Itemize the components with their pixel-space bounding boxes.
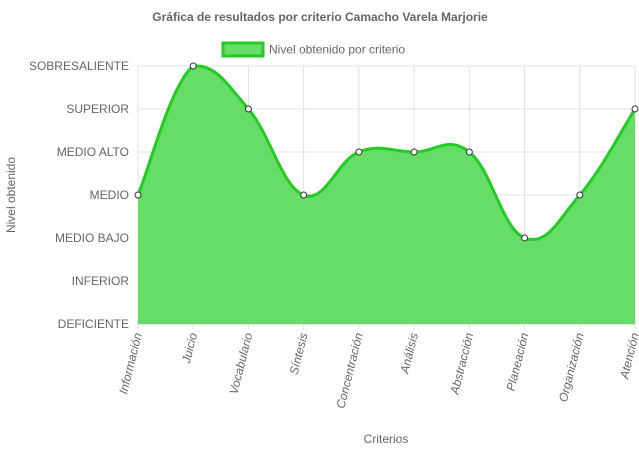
y-tick-label: SOBRESALIENTE <box>29 59 129 73</box>
x-tick-label: Planeación <box>504 331 532 392</box>
legend-label[interactable]: Nivel obtenido por criterio <box>269 43 405 57</box>
data-point[interactable] <box>134 191 142 199</box>
x-tick-label: Abstracción <box>447 331 476 397</box>
x-tick-label: Atención <box>617 331 639 381</box>
data-point[interactable] <box>355 148 363 156</box>
x-tick-label: Organización <box>556 331 587 403</box>
legend[interactable]: Nivel obtenido por criterio <box>221 41 405 58</box>
y-tick-label: MEDIO <box>90 188 129 202</box>
y-axis-title: Nivel obtenido <box>4 157 18 233</box>
legend-swatch[interactable] <box>221 41 265 58</box>
x-axis-title: Criterios <box>364 432 409 446</box>
data-point[interactable] <box>244 105 252 113</box>
data-point[interactable] <box>521 234 529 242</box>
y-tick-label: SUPERIOR <box>66 102 129 116</box>
y-tick-label: DEFICIENTE <box>58 317 129 331</box>
data-point[interactable] <box>300 191 308 199</box>
y-tick-label: MEDIO ALTO <box>57 145 129 159</box>
data-point[interactable] <box>410 148 418 156</box>
data-point[interactable] <box>631 105 639 113</box>
y-axis-ticks: DEFICIENTE INFERIOR MEDIO BAJO MEDIO MEDIO A… <box>29 59 129 331</box>
series-line <box>136 64 637 242</box>
y-tick-label: MEDIO BAJO <box>55 231 129 245</box>
x-tick-label: Síntesis <box>287 331 311 376</box>
x-tick-label: Análisis <box>397 331 421 375</box>
data-point[interactable] <box>189 62 197 70</box>
y-tick-label: INFERIOR <box>72 274 130 288</box>
x-tick-label: Vocabulario <box>227 331 256 396</box>
x-tick-label: Concentración <box>333 331 365 410</box>
x-axis-ticks: Información Juicio Vocabulario Síntesis Conc… <box>116 331 639 410</box>
series-area <box>136 64 637 324</box>
x-tick-label: Información <box>116 331 145 396</box>
data-points <box>134 62 639 242</box>
data-point[interactable] <box>465 148 473 156</box>
x-tick-label: Juicio <box>179 331 200 365</box>
data-point[interactable] <box>576 191 584 199</box>
chart-title: Gráfica de resultados por criterio Camac… <box>152 10 488 24</box>
